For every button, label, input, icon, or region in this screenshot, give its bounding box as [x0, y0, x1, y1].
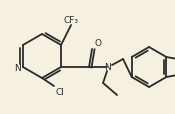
Text: Cl: Cl [55, 87, 64, 96]
Text: N: N [14, 64, 21, 73]
Text: O: O [94, 39, 101, 48]
Text: N: N [104, 63, 110, 72]
Text: CF₃: CF₃ [64, 16, 79, 25]
